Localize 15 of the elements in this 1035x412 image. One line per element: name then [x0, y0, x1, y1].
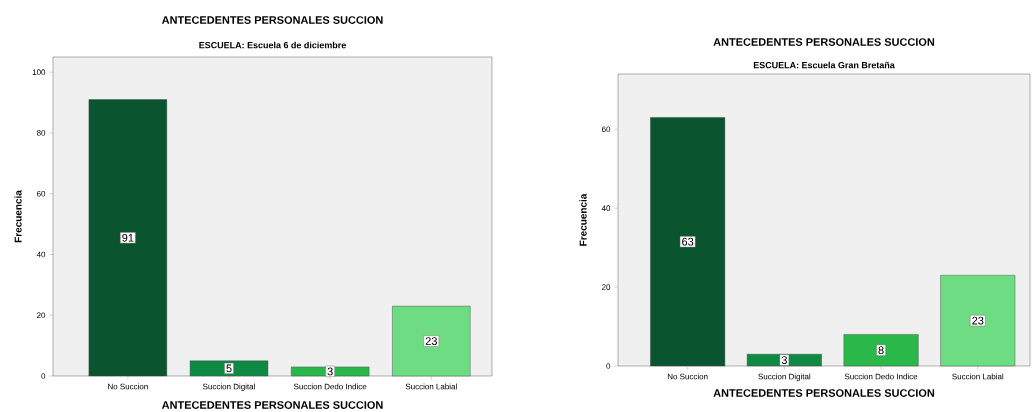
data-label: 91: [122, 233, 134, 242]
chart-title: ANTECEDENTES PERSONALES SUCCION: [161, 16, 383, 24]
data-label: 3: [781, 356, 787, 364]
data-label: 5: [226, 364, 232, 373]
data-label: 23: [425, 337, 437, 345]
chart-title: ANTECEDENTES PERSONALES SUCCION: [713, 38, 935, 46]
data-label: 23: [972, 316, 984, 325]
x-axis-title: ANTECEDENTES PERSONALES SUCCION: [713, 389, 935, 397]
y-axis-title: Frecuencia: [14, 190, 22, 243]
chart-subtitle: ESCUELA: Escuela 6 de diciembre: [199, 41, 346, 49]
x-axis-title: ANTECEDENTES PERSONALES SUCCION: [161, 401, 383, 409]
chart-subtitle: ESCUELA: Escuela Gran Bretaña: [753, 61, 895, 69]
data-label: 63: [682, 237, 694, 246]
data-label: 8: [878, 346, 884, 355]
y-axis-title: Frecuencia: [579, 193, 587, 246]
